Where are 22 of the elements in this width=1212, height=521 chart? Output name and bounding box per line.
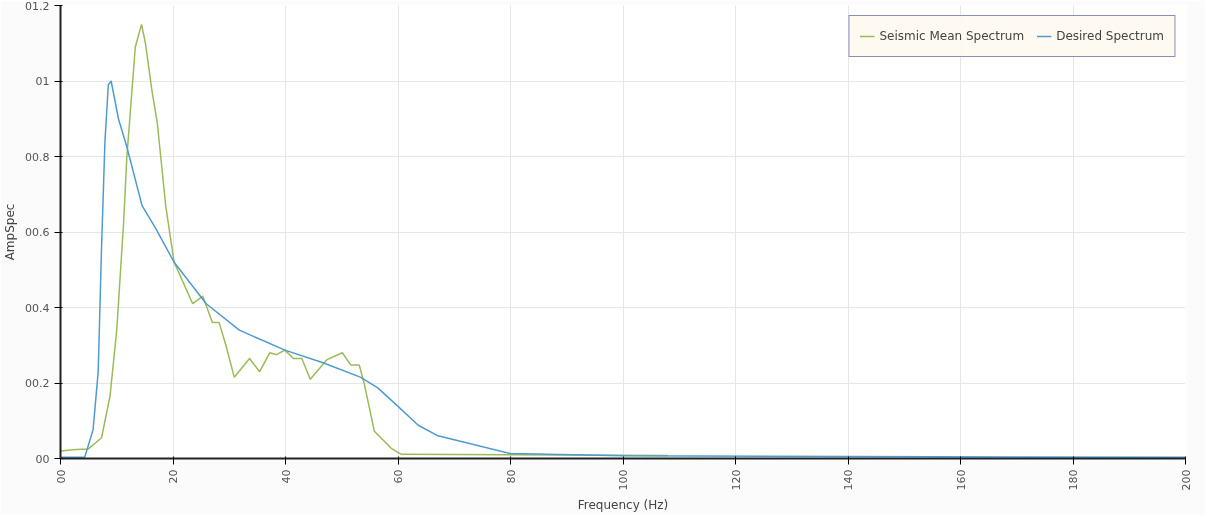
x-tick-label: 40: [279, 469, 293, 484]
y-tick-label: 00.2: [25, 377, 50, 390]
x-tick-label: 20: [167, 469, 180, 484]
legend-label: Desired Spectrum: [1056, 29, 1164, 43]
x-tick-label: 200: [1179, 469, 1193, 491]
x-tick-label: 180: [1067, 469, 1080, 491]
y-tick-label: 01: [35, 75, 50, 88]
y-axis-title: AmpSpec: [3, 203, 18, 261]
x-tick-label: 80: [504, 469, 518, 484]
y-tick-label: 00.4: [25, 301, 50, 315]
x-tick-label: 00: [54, 469, 68, 484]
x-tick-label: 120: [729, 469, 743, 491]
y-tick-label: 00.6: [25, 226, 50, 239]
x-axis-title: Frequency (Hz): [577, 498, 669, 513]
x-tick-label: 140: [842, 469, 855, 491]
x-tick-label: 160: [954, 469, 968, 491]
y-tick-label: 00: [35, 452, 50, 466]
x-tick-label: 60: [392, 469, 405, 484]
legend-label: Seismic Mean Spectrum: [879, 29, 1025, 43]
x-tick-label: 100: [617, 469, 630, 491]
y-tick-label: 01.2: [25, 0, 50, 13]
y-tick-label: 00.8: [25, 150, 50, 164]
